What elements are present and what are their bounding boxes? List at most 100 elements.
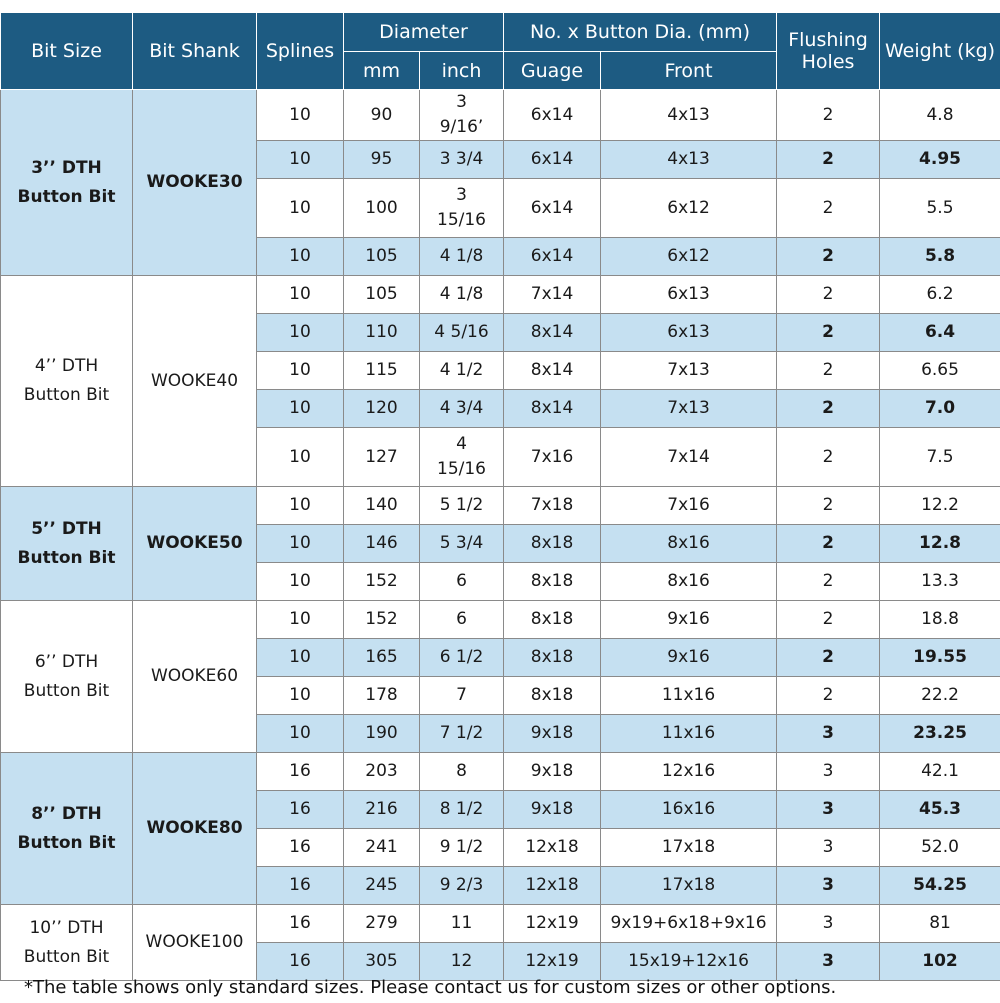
flushing-holes-cell: 2	[776, 389, 881, 428]
splines-cell: 16	[256, 790, 344, 829]
front-cell: 4x13	[600, 89, 778, 141]
table-row: 16 245 9 2/3 12x18 17x18 3 54.25	[1, 866, 1000, 905]
bit-size-cell: 3’’ DTH Button Bit	[0, 89, 133, 276]
diameter-mm-cell: 279	[343, 904, 420, 943]
diameter-mm-cell: 100	[343, 178, 420, 238]
weight-cell: 102	[879, 942, 1000, 981]
table-row: 10’’ DTH Button Bit WOOKE100 16 279 11 12x19 9…	[0, 904, 1000, 981]
flushing-holes-cell: 2	[776, 600, 881, 639]
diameter-inch-cell: 4 1/2	[418, 351, 505, 390]
diameter-inch-cell: 9 1/2	[418, 828, 505, 867]
table-row: 10 120 4 3/4 8x14 7x13 2 7.0	[1, 389, 1000, 428]
bit-size-cell: 4’’ DTH Button Bit	[0, 275, 133, 487]
front-cell: 6x13	[600, 313, 778, 352]
header-bit-size: Bit Size	[0, 12, 133, 90]
flushing-holes-cell: 2	[776, 676, 881, 715]
splines-cell: 10	[256, 275, 344, 314]
front-cell: 17x18	[600, 828, 778, 867]
diameter-mm-cell: 110	[343, 313, 420, 352]
table-row: 6’’ DTH Button Bit WOOKE60 10 152 6 8x18 9x16 2…	[0, 600, 1000, 753]
diameter-inch-cell: 5 3/4	[418, 524, 505, 563]
bit-shank-cell: WOOKE60	[132, 600, 257, 753]
diameter-mm-cell: 95	[343, 140, 420, 179]
gauge-cell: 9x18	[503, 790, 602, 829]
splines-cell: 10	[256, 389, 344, 428]
diameter-mm-cell: 105	[343, 275, 420, 314]
flushing-holes-cell: 2	[776, 351, 881, 390]
weight-cell: 54.25	[879, 866, 1000, 905]
bit-shank-cell: WOOKE100	[132, 904, 257, 981]
weight-cell: 52.0	[879, 828, 1000, 867]
weight-cell: 6.65	[879, 351, 1000, 390]
splines-cell: 10	[256, 313, 344, 352]
splines-cell: 10	[256, 427, 344, 487]
splines-cell: 10	[256, 676, 344, 715]
flushing-holes-cell: 2	[776, 524, 881, 563]
front-cell: 9x19+6x18+9x16	[600, 904, 778, 943]
splines-cell: 16	[256, 752, 344, 791]
table-row: 4’’ DTH Button Bit WOOKE40 10 105 4 1/8 7x14 6…	[0, 275, 1000, 487]
weight-cell: 13.3	[879, 562, 1000, 601]
front-cell: 6x12	[600, 178, 778, 238]
table-row: 10 127 4 15/16 7x16 7x14 2 7.5	[1, 427, 1000, 487]
table-row: 10 190 7 1/2 9x18 11x16 3 23.25	[1, 714, 1000, 753]
front-cell: 4x13	[600, 140, 778, 179]
diameter-inch-cell: 3 3/4	[418, 140, 505, 179]
flushing-holes-cell: 2	[776, 562, 881, 601]
front-cell: 9x16	[600, 638, 778, 677]
diameter-mm-cell: 127	[343, 427, 420, 487]
diameter-inch-cell: 7 1/2	[418, 714, 505, 753]
splines-cell: 10	[256, 178, 344, 238]
diameter-inch-cell: 11	[418, 904, 505, 943]
front-cell: 6x13	[600, 275, 778, 314]
gauge-cell: 8x18	[503, 638, 602, 677]
spec-table-body: 3’’ DTH Button Bit WOOKE30 10 90 3 9/16’ 6x14…	[0, 89, 1000, 981]
header-splines: Splines	[256, 12, 344, 90]
weight-cell: 23.25	[879, 714, 1000, 753]
gauge-cell: 7x18	[503, 486, 602, 525]
bit-shank-cell: WOOKE30	[132, 89, 257, 276]
splines-cell: 10	[256, 351, 344, 390]
splines-cell: 10	[256, 562, 344, 601]
splines-cell: 10	[256, 524, 344, 563]
diameter-inch-cell: 3 9/16’	[418, 89, 505, 141]
weight-cell: 6.2	[879, 275, 1000, 314]
gauge-cell: 8x14	[503, 389, 602, 428]
diameter-mm-cell: 245	[343, 866, 420, 905]
table-row: 10 115 4 1/2 8x14 7x13 2 6.65	[1, 351, 1000, 390]
front-cell: 15x19+12x16	[600, 942, 778, 981]
front-cell: 17x18	[600, 866, 778, 905]
diameter-inch-cell: 8 1/2	[418, 790, 505, 829]
table-row: 10 95 3 3/4 6x14 4x13 2 4.95	[1, 140, 1000, 179]
diameter-mm-cell: 90	[343, 89, 420, 141]
flushing-holes-cell: 3	[776, 828, 881, 867]
gauge-cell: 8x18	[503, 676, 602, 715]
gauge-cell: 8x18	[503, 600, 602, 639]
front-cell: 11x16	[600, 676, 778, 715]
diameter-mm-cell: 305	[343, 942, 420, 981]
table-row: 10 110 4 5/16 8x14 6x13 2 6.4	[1, 313, 1000, 352]
flushing-holes-cell: 2	[776, 486, 881, 525]
gauge-cell: 8x18	[503, 562, 602, 601]
weight-cell: 7.0	[879, 389, 1000, 428]
front-cell: 6x12	[600, 237, 778, 276]
front-cell: 16x16	[600, 790, 778, 829]
table-row: 10 105 4 1/8 6x14 6x12 2 5.8	[1, 237, 1000, 276]
front-cell: 11x16	[600, 714, 778, 753]
front-cell: 7x14	[600, 427, 778, 487]
weight-cell: 4.95	[879, 140, 1000, 179]
gauge-cell: 12x18	[503, 828, 602, 867]
weight-cell: 6.4	[879, 313, 1000, 352]
footnote: *The table shows only standard sizes. Pl…	[24, 977, 837, 998]
diameter-inch-cell: 7	[418, 676, 505, 715]
diameter-inch-cell: 8	[418, 752, 505, 791]
header-bit-shank: Bit Shank	[132, 12, 257, 90]
diameter-mm-cell: 140	[343, 486, 420, 525]
weight-cell: 7.5	[879, 427, 1000, 487]
weight-cell: 5.8	[879, 237, 1000, 276]
gauge-cell: 6x14	[503, 140, 602, 179]
table-row: 10 165 6 1/2 8x18 9x16 2 19.55	[1, 638, 1000, 677]
diameter-inch-cell: 4 1/8	[418, 275, 505, 314]
splines-cell: 10	[256, 600, 344, 639]
flushing-holes-cell: 3	[776, 866, 881, 905]
